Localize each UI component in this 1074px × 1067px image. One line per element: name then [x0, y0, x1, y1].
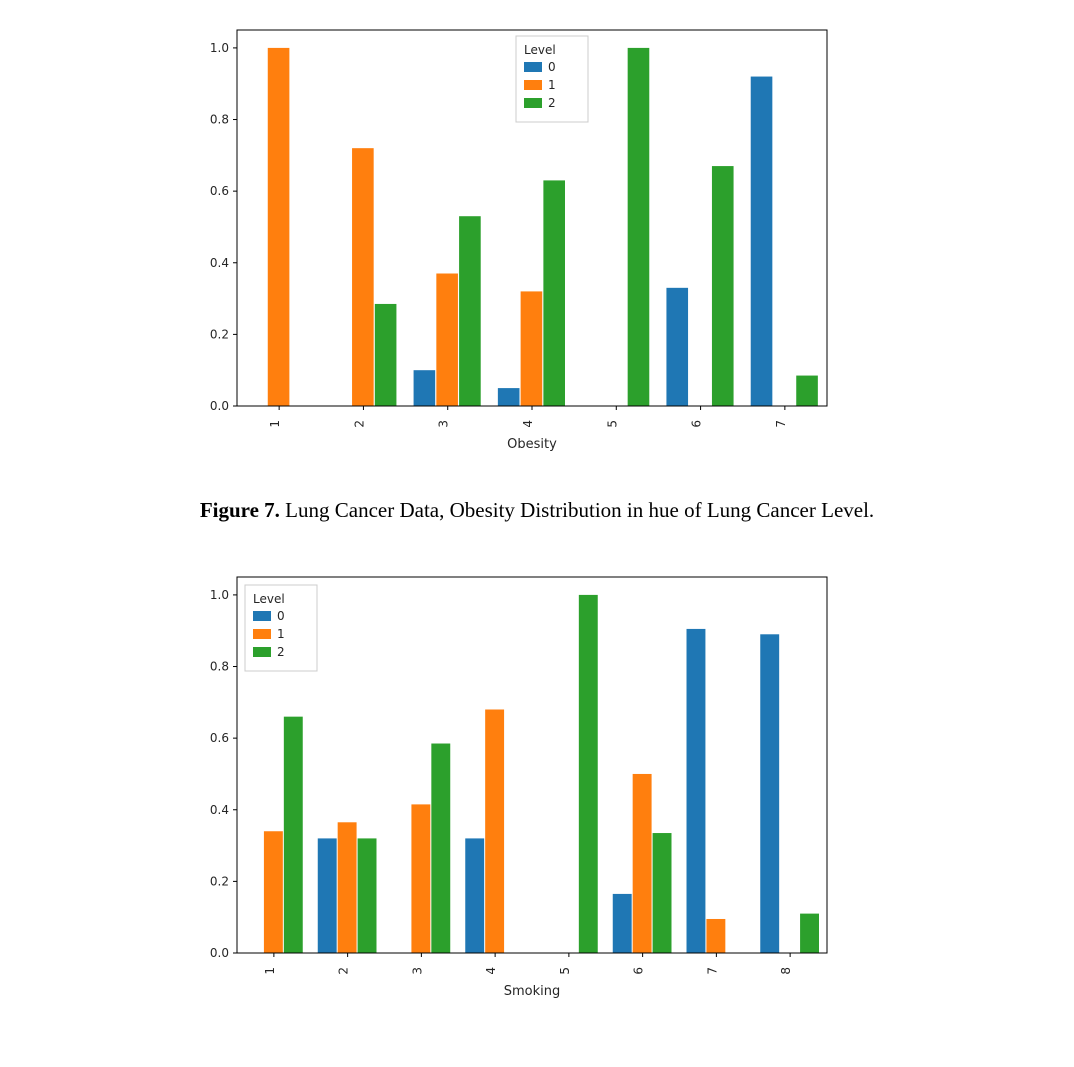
svg-text:5: 5 — [605, 420, 619, 428]
svg-text:4: 4 — [521, 420, 535, 428]
svg-text:0.6: 0.6 — [210, 731, 229, 745]
obesity-chart: 0.0 0.2 0.4 0.6 0.8 1.0 1 2 3 4 5 6 7 Obesity Level 0 1 2 — [177, 20, 897, 480]
svg-text:2: 2 — [352, 420, 366, 428]
svg-text:Level: Level — [524, 43, 556, 57]
svg-text:2: 2 — [277, 645, 285, 659]
svg-text:Obesity: Obesity — [507, 437, 557, 452]
svg-text:1: 1 — [263, 967, 277, 975]
svg-text:4: 4 — [484, 967, 498, 975]
svg-text:3: 3 — [437, 420, 451, 428]
svg-text:0.4: 0.4 — [210, 803, 229, 817]
svg-text:0.2: 0.2 — [210, 327, 229, 341]
svg-text:5: 5 — [558, 967, 572, 975]
svg-text:1.0: 1.0 — [210, 588, 229, 602]
figure-1-block: 0.0 0.2 0.4 0.6 0.8 1.0 1 2 3 4 5 6 7 Obesity Level 0 1 2… — [20, 20, 1054, 547]
svg-text:0: 0 — [548, 60, 556, 74]
svg-text:1: 1 — [548, 78, 556, 92]
svg-text:Level: Level — [253, 592, 285, 606]
svg-text:7: 7 — [774, 420, 788, 428]
svg-text:1: 1 — [268, 420, 282, 428]
svg-text:3: 3 — [410, 967, 424, 975]
svg-text:8: 8 — [779, 967, 793, 975]
figure-1-caption: Figure 7. Lung Cancer Data, Obesity Dist… — [200, 498, 874, 523]
svg-text:0.0: 0.0 — [210, 399, 229, 413]
svg-text:1.0: 1.0 — [210, 41, 229, 55]
svg-text:0.8: 0.8 — [210, 113, 229, 127]
figure-1-text: Lung Cancer Data, Obesity Distribution i… — [280, 498, 874, 522]
svg-text:2: 2 — [337, 967, 351, 975]
svg-text:2: 2 — [548, 96, 556, 110]
svg-text:Smoking: Smoking — [504, 984, 561, 999]
figure-1-label: Figure 7. — [200, 498, 280, 522]
svg-text:0.4: 0.4 — [210, 256, 229, 270]
svg-text:0.8: 0.8 — [210, 660, 229, 674]
smoking-chart: 0.0 0.2 0.4 0.6 0.8 1.0 1 2 3 4 5 6 7 8 Smoking Level 0 1… — [177, 567, 897, 1027]
svg-text:6: 6 — [632, 967, 646, 975]
svg-text:0.2: 0.2 — [210, 874, 229, 888]
svg-text:0.0: 0.0 — [210, 946, 229, 960]
svg-text:1: 1 — [277, 627, 285, 641]
svg-text:0: 0 — [277, 609, 285, 623]
svg-text:6: 6 — [690, 420, 704, 428]
svg-text:0.6: 0.6 — [210, 184, 229, 198]
svg-text:7: 7 — [705, 967, 719, 975]
figure-2-block: 0.0 0.2 0.4 0.6 0.8 1.0 1 2 3 4 5 6 7 8 Smoking Level 0 1… — [20, 567, 1054, 1027]
